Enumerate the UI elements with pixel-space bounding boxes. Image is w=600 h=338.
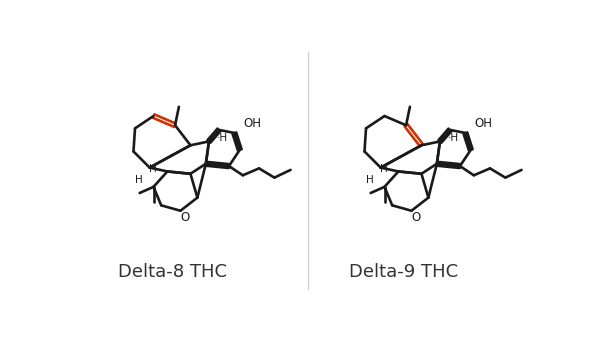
Text: H: H [149,164,157,174]
Text: O: O [412,211,421,224]
Text: H: H [380,164,388,174]
Text: O: O [181,211,190,224]
Text: ·H: ·H [448,132,459,143]
Text: H: H [366,175,374,185]
Text: Delta-9 THC: Delta-9 THC [349,263,458,281]
Text: Delta-8 THC: Delta-8 THC [118,263,227,281]
Text: OH: OH [244,117,262,130]
Text: OH: OH [475,117,493,130]
Text: ·H: ·H [217,132,228,143]
Text: H: H [135,175,143,185]
